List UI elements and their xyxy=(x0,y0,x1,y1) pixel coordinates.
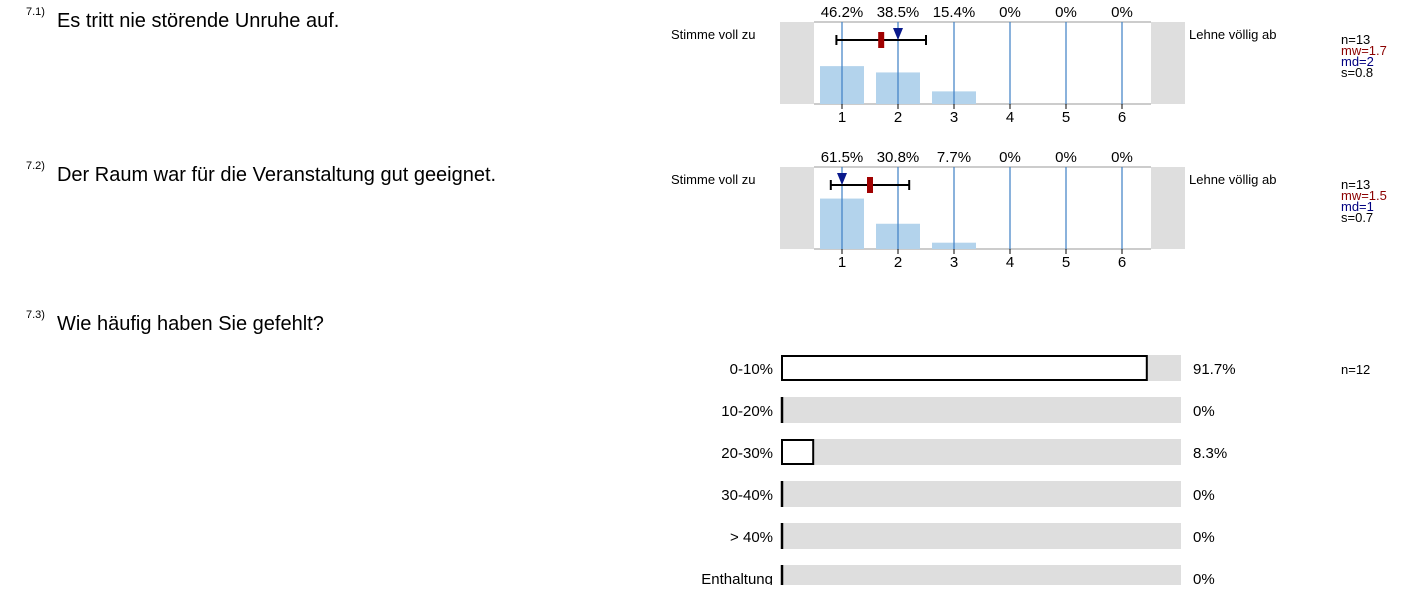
question-number: 7.3) xyxy=(26,309,45,321)
stat-mean: mw=1.5 xyxy=(1341,188,1387,203)
tick-label: 2 xyxy=(894,254,902,271)
horizontal-bar-chart-7-3: 0-10% 91.7% 10-20% 0% 20-30% 8.3% 30-40% 0% > 40… xyxy=(701,355,1236,585)
bar xyxy=(781,355,1148,381)
data-label: 0% xyxy=(999,4,1021,21)
stat-median: md=1 xyxy=(1341,199,1374,214)
right-panel xyxy=(1151,167,1185,249)
left-scale-label: Stimme voll zu xyxy=(671,27,756,42)
data-label: 0% xyxy=(1111,149,1133,166)
right-scale-label: Lehne völlig ab xyxy=(1189,172,1277,187)
stats-box: n=12 xyxy=(1341,362,1371,377)
bar xyxy=(781,439,815,465)
stat-sd: s=0.7 xyxy=(1341,210,1374,225)
question-7-2: 7.2) Der Raum war für die Veranstaltung g… xyxy=(26,160,497,187)
question-text: Es tritt nie störende Unruhe auf. xyxy=(56,10,340,32)
data-label: 61.5% xyxy=(821,149,864,166)
category-label: 10-20% xyxy=(721,403,773,420)
question-text: Der Raum war für die Veranstaltung gut g… xyxy=(56,164,497,186)
stat-sd: s=0.8 xyxy=(1341,65,1374,80)
bar-track xyxy=(781,565,1181,585)
left-scale-label: Stimme voll zu xyxy=(671,172,756,187)
tick-label: 5 xyxy=(1062,254,1070,271)
question-number: 7.2) xyxy=(26,160,45,172)
question-number: 7.1) xyxy=(26,6,45,18)
stat-n: n=12 xyxy=(1341,362,1371,377)
histogram-chart-7-1: 1 46.2% 2 38.5% 3 15.4% 4 0% 5 0% 6 0% xyxy=(780,4,1185,126)
data-label: 46.2% xyxy=(821,4,864,21)
tick-label: 1 xyxy=(838,254,846,271)
tick-label: 4 xyxy=(1006,254,1014,271)
tick-label: 3 xyxy=(950,254,958,271)
data-label: 0% xyxy=(1193,487,1215,504)
median-marker xyxy=(837,173,847,185)
category-label: 0-10% xyxy=(730,361,773,378)
category-label: 30-40% xyxy=(721,487,773,504)
right-panel xyxy=(1151,22,1185,104)
left-panel xyxy=(780,22,814,104)
histogram-chart-7-2: 1 61.5% 2 30.8% 3 7.7% 4 0% 5 0% 6 0% xyxy=(780,149,1185,271)
data-label: 0% xyxy=(1055,4,1077,21)
category-label: > 40% xyxy=(730,529,773,546)
stats-box: n=13 mw=1.5 md=1 s=0.7 xyxy=(1341,177,1387,225)
tick-label: 6 xyxy=(1118,109,1126,126)
stat-median: md=2 xyxy=(1341,54,1374,69)
stat-mean: mw=1.7 xyxy=(1341,43,1387,58)
right-scale-label: Lehne völlig ab xyxy=(1189,27,1277,42)
tick-label: 5 xyxy=(1062,109,1070,126)
data-label: 15.4% xyxy=(933,4,976,21)
stat-n: n=13 xyxy=(1341,177,1371,192)
data-label: 8.3% xyxy=(1193,445,1227,462)
data-label: 7.7% xyxy=(937,149,971,166)
data-label: 0% xyxy=(1193,571,1215,585)
data-label: 30.8% xyxy=(877,149,920,166)
bar-track xyxy=(781,397,1181,423)
category-label: 20-30% xyxy=(721,445,773,462)
mean-marker xyxy=(878,32,885,48)
data-label: 38.5% xyxy=(877,4,920,21)
data-label: 0% xyxy=(1193,403,1215,420)
data-label: 91.7% xyxy=(1193,361,1236,378)
mean-marker xyxy=(867,177,873,193)
tick-label: 4 xyxy=(1006,109,1014,126)
stat-n: n=13 xyxy=(1341,32,1371,47)
question-7-3: 7.3) Wie häufig haben Sie gefehlt? xyxy=(26,309,324,336)
category-label: Enthaltung xyxy=(701,571,773,585)
tick-label: 2 xyxy=(894,109,902,126)
tick-label: 6 xyxy=(1118,254,1126,271)
data-label: 0% xyxy=(1055,149,1077,166)
left-panel xyxy=(780,167,814,249)
data-label: 0% xyxy=(1193,529,1215,546)
tick-label: 1 xyxy=(838,109,846,126)
bar-track xyxy=(781,439,1181,465)
median-marker xyxy=(893,28,903,40)
data-label: 0% xyxy=(1111,4,1133,21)
question-text: Wie häufig haben Sie gefehlt? xyxy=(56,313,324,335)
bar-track xyxy=(781,481,1181,507)
stats-box: n=13 mw=1.7 md=2 s=0.8 xyxy=(1341,32,1387,80)
question-7-1: 7.1) Es tritt nie störende Unruhe auf. xyxy=(26,6,340,33)
tick-label: 3 xyxy=(950,109,958,126)
bar-track xyxy=(781,523,1181,549)
data-label: 0% xyxy=(999,149,1021,166)
